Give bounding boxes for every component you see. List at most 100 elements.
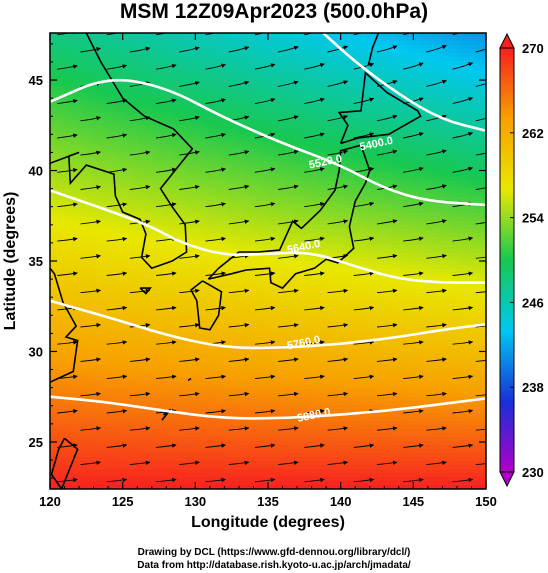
- wind-streamline: [452, 97, 474, 105]
- coastline-0: [50, 33, 194, 270]
- wind-streamline: [179, 219, 200, 225]
- credit-data: Data from http://database.rish.kyoto-u.a…: [137, 560, 411, 571]
- wind-streamline: [179, 254, 200, 259]
- colorbar-tick-label: 238: [522, 380, 544, 395]
- wind-streamline: [106, 409, 128, 414]
- wind-streamline: [57, 374, 78, 380]
- coastline-9: [187, 377, 192, 382]
- wind-streamline: [304, 305, 325, 311]
- wind-streamline: [205, 374, 226, 380]
- wind-streamline: [452, 33, 461, 36]
- wind-streamline: [353, 201, 375, 208]
- wind-streamline: [353, 340, 375, 345]
- wind-streamline: [376, 219, 398, 225]
- credits: Drawing by DCL (https://www.gfd-dennou.o…: [0, 546, 548, 572]
- wind-streamline: [57, 271, 78, 276]
- wind-streamline: [205, 202, 226, 208]
- wind-streamline: [304, 236, 325, 242]
- wind-streamline: [403, 236, 424, 242]
- wind-streamline: [254, 271, 276, 276]
- wind-streamline: [327, 426, 349, 431]
- wind-streamline: [426, 253, 447, 259]
- wind-streamline: [156, 202, 177, 208]
- wind-streamline: [278, 115, 299, 122]
- wind-streamline: [452, 305, 474, 311]
- wind-streamline: [403, 132, 424, 139]
- wind-streamline: [426, 44, 447, 53]
- wind-streamline: [129, 254, 151, 259]
- wind-streamline: [254, 98, 276, 105]
- wind-streamline: [353, 477, 375, 483]
- wind-streamline: [254, 374, 276, 380]
- wind-streamline: [228, 323, 250, 328]
- wind-streamline: [403, 374, 424, 380]
- x-tick-label: 130: [184, 494, 206, 509]
- wind-streamline: [179, 184, 200, 190]
- wind-streamline: [57, 409, 78, 414]
- colorbar: 230 238 246 254 262 270: [499, 32, 544, 488]
- wind-streamline: [278, 80, 299, 87]
- wind-streamline: [376, 254, 398, 259]
- wind-streamline: [129, 81, 151, 87]
- wind-streamline: [452, 340, 474, 345]
- y-tick-label: 45: [29, 73, 43, 88]
- wind-streamline: [353, 443, 375, 448]
- colorbar-tick-label: 254: [522, 211, 544, 226]
- wind-streamline: [205, 33, 226, 36]
- wind-streamline: [228, 288, 250, 294]
- y-tick-label: 30: [29, 344, 43, 359]
- chart-title: MSM 12Z09Apr2023 (500.0hPa): [119, 0, 429, 23]
- wind-streamline: [426, 219, 447, 225]
- wind-streamline: [403, 201, 424, 208]
- wind-streamline: [426, 426, 447, 431]
- coastline-4: [367, 33, 380, 66]
- wind-streamline: [57, 202, 78, 208]
- wind-streamline: [403, 340, 424, 345]
- wind-streamline: [254, 340, 276, 345]
- wind-streamline: [304, 63, 325, 70]
- wind-streamline: [452, 409, 474, 414]
- wind-streamline: [156, 477, 177, 483]
- wind-streamline: [278, 184, 299, 190]
- colorbar-tick-label: 246: [522, 295, 544, 310]
- temperature-field: [50, 33, 486, 489]
- x-tick-label: 145: [402, 494, 424, 509]
- wind-streamline: [304, 167, 325, 173]
- wind-streamline: [228, 357, 250, 362]
- wind-streamline: [205, 477, 226, 483]
- wind-streamline: [156, 374, 177, 380]
- wind-streamline: [403, 271, 424, 276]
- wind-streamline: [228, 219, 250, 225]
- wind-streamline: [304, 97, 325, 105]
- wind-streamline: [57, 443, 78, 448]
- wind-streamline: [376, 391, 398, 397]
- wind-streamline: [376, 149, 398, 156]
- wind-streamline: [278, 149, 299, 156]
- wind-streamline: [80, 219, 101, 225]
- contour-line-0: [322, 33, 486, 132]
- wind-streamline: [452, 271, 474, 276]
- wind-streamline: [129, 391, 151, 397]
- wind-streamline: [403, 33, 412, 36]
- wind-streamline: [327, 357, 349, 362]
- wind-streamline: [179, 150, 200, 156]
- wind-streamline: [156, 443, 177, 448]
- wind-streamline: [156, 63, 177, 70]
- wind-streamline: [376, 460, 398, 466]
- wind-streamline: [254, 33, 265, 36]
- x-tick-label: 135: [257, 494, 279, 509]
- wind-streamline: [403, 62, 424, 70]
- wind-streamline: [57, 167, 78, 173]
- wind-streamline: [304, 132, 325, 139]
- wind-streamline: [228, 391, 250, 397]
- wind-streamline: [278, 357, 299, 362]
- wind-streamline: [278, 460, 299, 466]
- wind-streamline: [129, 46, 151, 53]
- wind-streamline: [179, 81, 200, 87]
- wind-streamline: [179, 46, 200, 53]
- wind-streamline: [278, 288, 299, 294]
- wind-streamline: [80, 460, 101, 466]
- y-tick-label: 40: [29, 164, 43, 179]
- wind-streamline: [278, 219, 299, 225]
